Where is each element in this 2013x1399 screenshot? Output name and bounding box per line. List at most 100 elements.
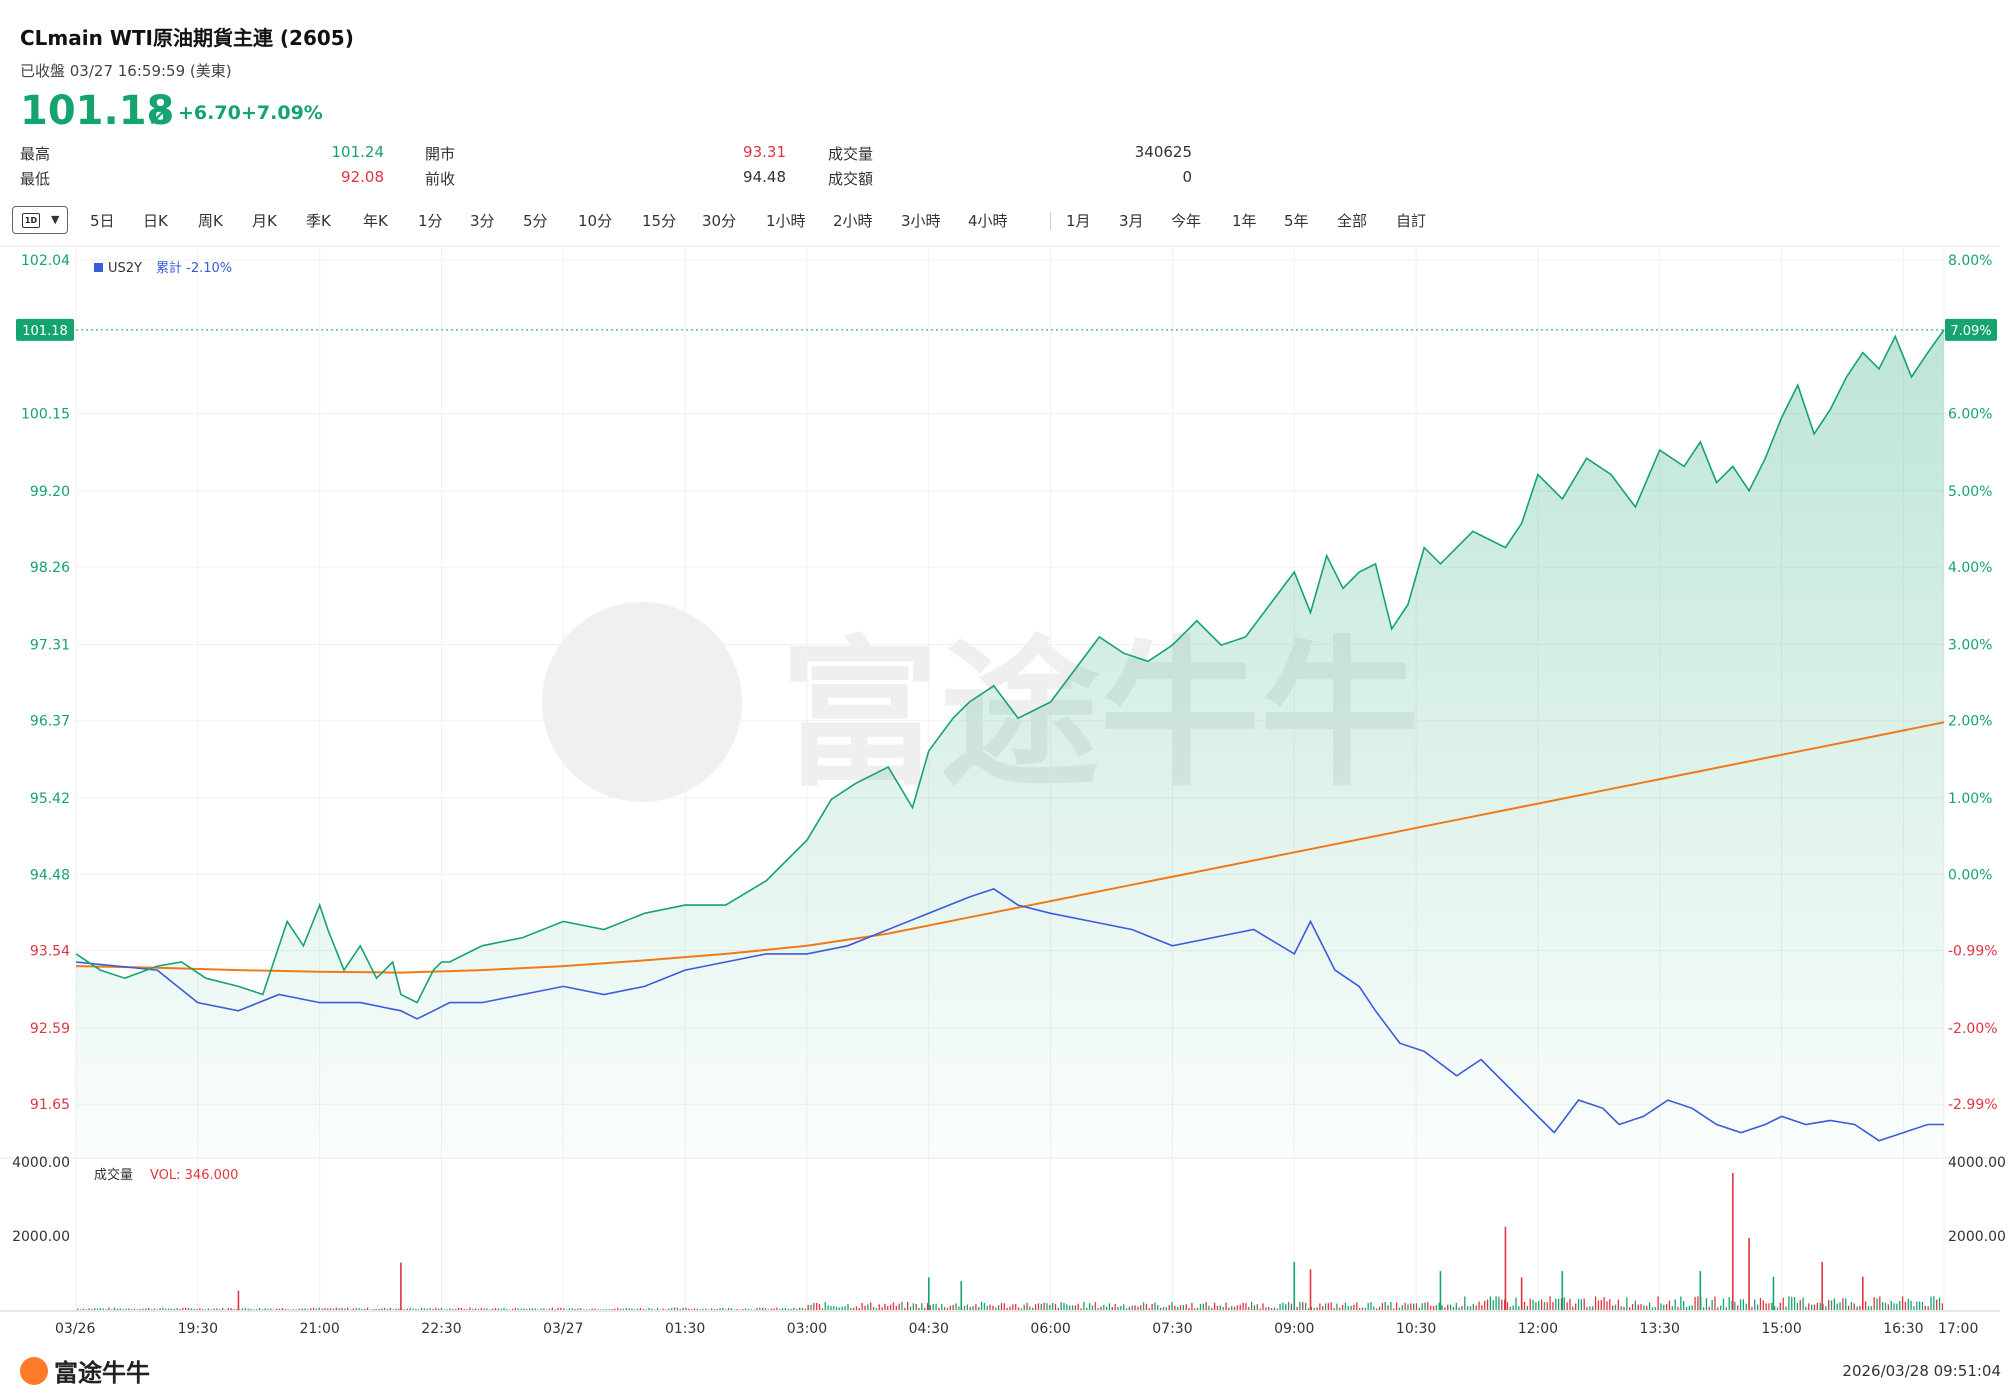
stat-amt-value: 0 [1182,168,1192,186]
y-left-tick: 96.37 [30,714,70,730]
x-tick-label: 12:00 [1518,1321,1558,1337]
period-tab-1[interactable]: 日K [143,212,168,230]
period-tab-7[interactable]: 3分 [470,212,495,230]
chevron-down-icon: ▼ [51,213,60,226]
y-left-tick: 91.65 [30,1097,70,1113]
y-left-tick: 94.48 [30,867,70,883]
x-tick-label: 16:30 [1883,1321,1923,1337]
y-right-tick: 4.00% [1948,560,1992,576]
calendar-icon: 1D [22,213,40,228]
footer-logo: 富途牛牛 [20,1353,150,1388]
period-tab-13[interactable]: 2小時 [833,212,873,230]
y-right-tick: -0.99% [1948,944,1998,960]
vol-left-tick: 2000.00 [12,1229,70,1245]
stat-low-label: 最低 [20,170,51,188]
period-tab-14[interactable]: 3小時 [901,212,941,230]
x-tick-label: 22:30 [421,1321,461,1337]
vol-left-tick: 4000.00 [12,1155,70,1171]
legend-swatch [94,263,103,272]
period-tab-10[interactable]: 15分 [642,212,677,230]
header-title: CLmain WTI原油期貨主連 (2605) [20,26,354,50]
x-tick-label: 03/26 [55,1321,95,1337]
period-tab-20[interactable]: 5年 [1284,212,1309,230]
y-right-tick: 3.00% [1948,637,1992,653]
y-left-tick: 100.15 [21,407,70,423]
legend-value: 累計 -2.10% [156,260,232,276]
last-price-tag [16,318,74,341]
toolbar-divider [1050,212,1051,230]
period-tab-9[interactable]: 10分 [578,212,613,230]
period-select[interactable]: 1D ▼ [12,206,68,234]
stat-low-value: 92.08 [341,168,384,186]
last-price-tag-text: 101.18 [22,324,68,339]
stat-vol-label: 成交量 [828,145,874,163]
period-tab-15[interactable]: 4小時 [968,212,1008,230]
up-arrow-icon: 🡕 [150,103,166,131]
footer-timestamp: 2026/03/28 09:51:04 [1842,1362,2001,1380]
market-status: 已收盤 03/27 16:59:59 (美東) [20,62,232,80]
last-pct-tag [1945,318,1997,341]
period-tab-22[interactable]: 自訂 [1396,212,1427,230]
x-tick-label: 03:00 [787,1321,827,1337]
price-change: +6.70 [178,102,241,124]
volume-value: VOL: 346.000 [150,1168,238,1183]
period-tab-3[interactable]: 月K [252,212,277,230]
stat-open-value: 93.31 [743,143,786,161]
x-tick-label: 09:00 [1274,1321,1314,1337]
stat-high-value: 101.24 [331,143,385,161]
period-tab-19[interactable]: 1年 [1232,212,1257,230]
x-tick-label: 03/27 [543,1321,583,1337]
vol-right-tick: 2000.00 [1948,1229,2006,1245]
y-left-tick: 93.54 [30,944,70,960]
y-left-tick: 99.20 [30,484,70,500]
period-tab-11[interactable]: 30分 [702,212,737,230]
volume-label: 成交量 [94,1167,133,1183]
y-left-tick: 95.42 [30,791,70,807]
y-right-tick: 2.00% [1948,714,1992,730]
futu-logo-icon [20,1357,48,1385]
x-tick-label: 04:30 [909,1321,949,1337]
stat-open-label: 開市 [425,145,456,163]
period-tab-5[interactable]: 年K [363,212,388,230]
period-tab-6[interactable]: 1分 [418,212,443,230]
period-toolbar: 1D ▼ 5日 日K 周K 月K 季K 年K 1分 3分 5分 10分 15分 30分 1小時 2小時 3小… [0,204,2013,238]
y-right-tick: 6.00% [1948,407,1992,423]
stat-high-label: 最高 [20,145,51,163]
period-tab-18[interactable]: 今年 [1171,212,1202,230]
stat-vol-value: 340625 [1134,143,1192,161]
period-tab-16[interactable]: 1月 [1066,212,1091,230]
period-tab-12[interactable]: 1小時 [766,212,806,230]
ma-line [75,721,1945,974]
x-tick-label: 21:00 [299,1321,339,1337]
price-change-pct: +7.09% [241,102,323,124]
x-tick-label: 06:00 [1030,1321,1070,1337]
period-tab-21[interactable]: 全部 [1337,212,1368,230]
y-left-tick: 102.04 [21,253,70,269]
x-tick-label: 07:30 [1152,1321,1192,1337]
y-right-tick: 5.00% [1948,484,1992,500]
period-tab-8[interactable]: 5分 [523,212,548,230]
legend-name: US2Y [108,261,142,276]
x-tick-label: 17:00 [1938,1321,1978,1337]
price-chart[interactable]: 富途牛牛 102.048.00%100.156.00%99.205.00%98.… [0,0,2013,1340]
y-right-tick: -2.99% [1948,1097,1998,1113]
y-right-tick: -2.00% [1948,1021,1998,1037]
y-right-tick: 1.00% [1948,791,1992,807]
stat-prev-value: 94.48 [743,168,786,186]
price-line [75,329,1945,1004]
stat-prev-label: 前收 [425,170,456,188]
y-left-tick: 98.26 [30,560,70,576]
vol-right-tick: 4000.00 [1948,1155,2006,1171]
period-tab-2[interactable]: 周K [198,212,223,230]
period-tab-0[interactable]: 5日 [90,212,115,230]
x-tick-label: 13:30 [1640,1321,1680,1337]
y-left-tick: 92.59 [30,1021,70,1037]
y-right-tick: 0.00% [1948,867,1992,883]
last-pct-tag-text: 7.09% [1950,324,1991,339]
period-tab-4[interactable]: 季K [306,212,331,230]
y-left-tick: 97.31 [30,637,70,653]
period-tab-17[interactable]: 3月 [1119,212,1144,230]
x-tick-label: 10:30 [1396,1321,1436,1337]
y-right-tick: 8.00% [1948,253,1992,269]
us2y-line [75,888,1944,1142]
